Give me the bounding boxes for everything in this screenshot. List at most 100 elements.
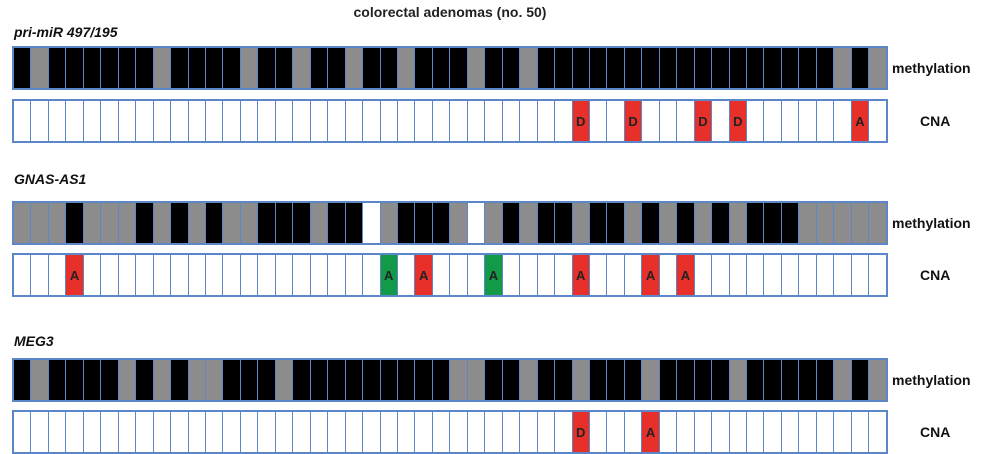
cna-cell bbox=[538, 101, 556, 141]
methylation-cell bbox=[14, 203, 32, 243]
methylation-cell bbox=[240, 360, 259, 400]
cna-cell bbox=[223, 255, 241, 295]
methylation-cell bbox=[136, 203, 154, 243]
methylation-cell bbox=[642, 48, 660, 88]
figure-title: colorectal adenomas (no. 50) bbox=[353, 4, 547, 20]
cna-cell bbox=[520, 412, 538, 452]
cna-cell bbox=[450, 412, 468, 452]
cna-cell bbox=[241, 101, 259, 141]
methylation-cell bbox=[14, 48, 32, 88]
cna-cell bbox=[398, 412, 416, 452]
cna-cell bbox=[346, 101, 364, 141]
methylation-cell bbox=[240, 203, 259, 243]
cna-cell bbox=[468, 255, 486, 295]
methylation-cell bbox=[624, 48, 643, 88]
cna-cell bbox=[869, 255, 885, 295]
cna-cell bbox=[817, 101, 835, 141]
cna-cell bbox=[171, 101, 189, 141]
cna-cell bbox=[817, 255, 835, 295]
cna-cell bbox=[328, 101, 346, 141]
cna-cell bbox=[625, 412, 643, 452]
cna-cell bbox=[171, 255, 189, 295]
methylation-cell bbox=[310, 203, 329, 243]
methylation-cell bbox=[520, 360, 538, 400]
cna-cell bbox=[381, 412, 398, 452]
cna-cell bbox=[14, 255, 32, 295]
methylation-cell bbox=[485, 203, 503, 243]
methylation-cell bbox=[677, 48, 695, 88]
methylation-track bbox=[12, 201, 888, 245]
cna-cell bbox=[311, 412, 329, 452]
cna-mark: A bbox=[66, 255, 84, 295]
cna-cell bbox=[206, 101, 224, 141]
cna-cell bbox=[346, 255, 364, 295]
methylation-cell bbox=[188, 203, 206, 243]
cna-cell bbox=[31, 412, 49, 452]
cna-mark: D bbox=[694, 101, 713, 141]
methylation-cell bbox=[83, 203, 102, 243]
cna-cell bbox=[84, 101, 102, 141]
cna-cell bbox=[799, 412, 817, 452]
methylation-cell bbox=[572, 203, 590, 243]
cna-cell bbox=[834, 255, 852, 295]
cna-cell bbox=[695, 255, 713, 295]
methylation-cell bbox=[293, 360, 311, 400]
methylation-cell bbox=[205, 48, 224, 88]
cna-cell bbox=[363, 412, 381, 452]
methylation-track bbox=[12, 358, 888, 402]
cna-cell bbox=[328, 412, 346, 452]
cna-mark: A bbox=[851, 101, 870, 141]
methylation-cell bbox=[415, 203, 433, 243]
cna-cell bbox=[799, 255, 817, 295]
cna-cell bbox=[311, 255, 329, 295]
methylation-cell bbox=[118, 360, 137, 400]
cna-cell bbox=[607, 255, 625, 295]
gene-name: pri-miR 497/195 bbox=[14, 24, 118, 40]
methylation-cell bbox=[118, 203, 137, 243]
methylation-cell bbox=[345, 48, 364, 88]
methylation-cell bbox=[607, 203, 625, 243]
cna-cell bbox=[450, 101, 468, 141]
cna-cell bbox=[712, 101, 730, 141]
methylation-cell bbox=[799, 203, 817, 243]
methylation-cell bbox=[712, 360, 730, 400]
cna-cell bbox=[49, 101, 67, 141]
methylation-cell bbox=[764, 203, 782, 243]
methylation-cell bbox=[816, 360, 835, 400]
methylation-cell bbox=[712, 48, 730, 88]
cna-cell bbox=[84, 255, 102, 295]
cna-cell bbox=[433, 412, 451, 452]
cna-cell bbox=[381, 101, 398, 141]
cna-cell bbox=[433, 255, 451, 295]
methylation-cell bbox=[729, 203, 748, 243]
cna-cell bbox=[695, 412, 713, 452]
cna-cell bbox=[520, 255, 538, 295]
methylation-cell bbox=[764, 360, 782, 400]
methylation-cell bbox=[153, 360, 172, 400]
cna-cell bbox=[782, 255, 800, 295]
methylation-cell bbox=[14, 360, 32, 400]
cna-cell bbox=[538, 255, 556, 295]
cna-mark: A bbox=[380, 255, 398, 295]
methylation-cell bbox=[677, 360, 695, 400]
cna-cell bbox=[468, 412, 486, 452]
methylation-cell bbox=[642, 203, 660, 243]
cna-cell bbox=[660, 255, 678, 295]
cna-cell bbox=[293, 255, 311, 295]
cna-cell bbox=[677, 412, 695, 452]
cna-cell bbox=[590, 101, 608, 141]
cna-cell bbox=[293, 412, 311, 452]
cna-cell bbox=[607, 412, 625, 452]
cna-cell bbox=[503, 255, 521, 295]
methylation-cell bbox=[572, 48, 590, 88]
methylation-cell bbox=[171, 360, 189, 400]
methylation-cell bbox=[293, 203, 311, 243]
methylation-cell bbox=[205, 203, 224, 243]
methylation-cell bbox=[677, 203, 695, 243]
cna-cell bbox=[468, 101, 486, 141]
methylation-cell bbox=[83, 360, 102, 400]
cna-cell bbox=[782, 412, 800, 452]
